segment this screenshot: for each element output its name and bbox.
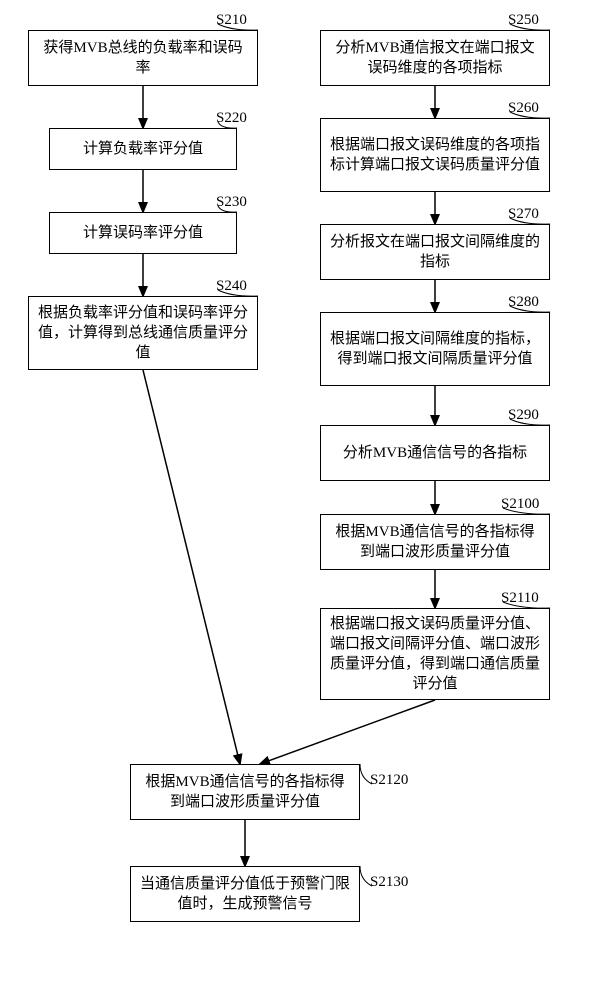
flow-node-text: 根据端口报文误码维度的各项指标计算端口报文误码质量评分值 [329, 135, 541, 176]
flow-node-text: 当通信质量评分值低于预警门限值时，生成预警信号 [139, 874, 351, 915]
flow-node-text: 分析MVB通信信号的各指标 [343, 443, 527, 463]
flow-node-text: 根据负载率评分值和误码率评分值，计算得到总线通信质量评分值 [37, 303, 249, 364]
flow-node-text: 根据MVB通信信号的各指标得到端口波形质量评分值 [139, 772, 351, 813]
flow-node-n210: 获得MVB总线的负载率和误码率 [28, 30, 258, 86]
step-label-l250: S250 [508, 12, 539, 29]
step-label-l290: S290 [508, 407, 539, 424]
step-label-l260: S260 [508, 100, 539, 117]
flow-node-n220: 计算负载率评分值 [49, 128, 237, 170]
flow-node-text: 计算误码率评分值 [83, 223, 203, 243]
step-label-l2120: S2120 [370, 772, 408, 789]
flow-node-n240: 根据负载率评分值和误码率评分值，计算得到总线通信质量评分值 [28, 296, 258, 370]
flow-node-n2130: 当通信质量评分值低于预警门限值时，生成预警信号 [130, 866, 360, 922]
step-label-l220: S220 [216, 110, 247, 127]
step-label-l2110: S2110 [501, 590, 539, 607]
step-label-l230: S230 [216, 194, 247, 211]
step-label-l2100: S2100 [501, 496, 539, 513]
flow-node-text: 计算负载率评分值 [83, 139, 203, 159]
flow-edge [143, 370, 240, 764]
flow-node-n230: 计算误码率评分值 [49, 212, 237, 254]
flow-node-text: 分析报文在端口报文间隔维度的指标 [329, 232, 541, 273]
flow-node-text: 根据MVB通信信号的各指标得到端口波形质量评分值 [329, 522, 541, 563]
flow-node-n250: 分析MVB通信报文在端口报文误码维度的各项指标 [320, 30, 550, 86]
flow-node-n2100: 根据MVB通信信号的各指标得到端口波形质量评分值 [320, 514, 550, 570]
flow-node-text: 获得MVB总线的负载率和误码率 [37, 38, 249, 79]
flow-node-text: 根据端口报文间隔维度的指标，得到端口报文间隔质量评分值 [329, 329, 541, 370]
flow-node-n260: 根据端口报文误码维度的各项指标计算端口报文误码质量评分值 [320, 118, 550, 192]
step-label-l280: S280 [508, 294, 539, 311]
step-label-l210: S210 [216, 12, 247, 29]
flow-node-n2120: 根据MVB通信信号的各指标得到端口波形质量评分值 [130, 764, 360, 820]
step-label-l240: S240 [216, 278, 247, 295]
flow-node-n2110: 根据端口报文误码质量评分值、端口报文间隔评分值、端口波形质量评分值，得到端口通信… [320, 608, 550, 700]
flow-node-n270: 分析报文在端口报文间隔维度的指标 [320, 224, 550, 280]
flow-edge [260, 700, 435, 764]
flow-node-n290: 分析MVB通信信号的各指标 [320, 425, 550, 481]
flow-node-n280: 根据端口报文间隔维度的指标，得到端口报文间隔质量评分值 [320, 312, 550, 386]
step-label-l270: S270 [508, 206, 539, 223]
step-label-l2130: S2130 [370, 874, 408, 891]
flow-node-text: 根据端口报文误码质量评分值、端口报文间隔评分值、端口波形质量评分值，得到端口通信… [329, 614, 541, 695]
flow-node-text: 分析MVB通信报文在端口报文误码维度的各项指标 [329, 38, 541, 79]
